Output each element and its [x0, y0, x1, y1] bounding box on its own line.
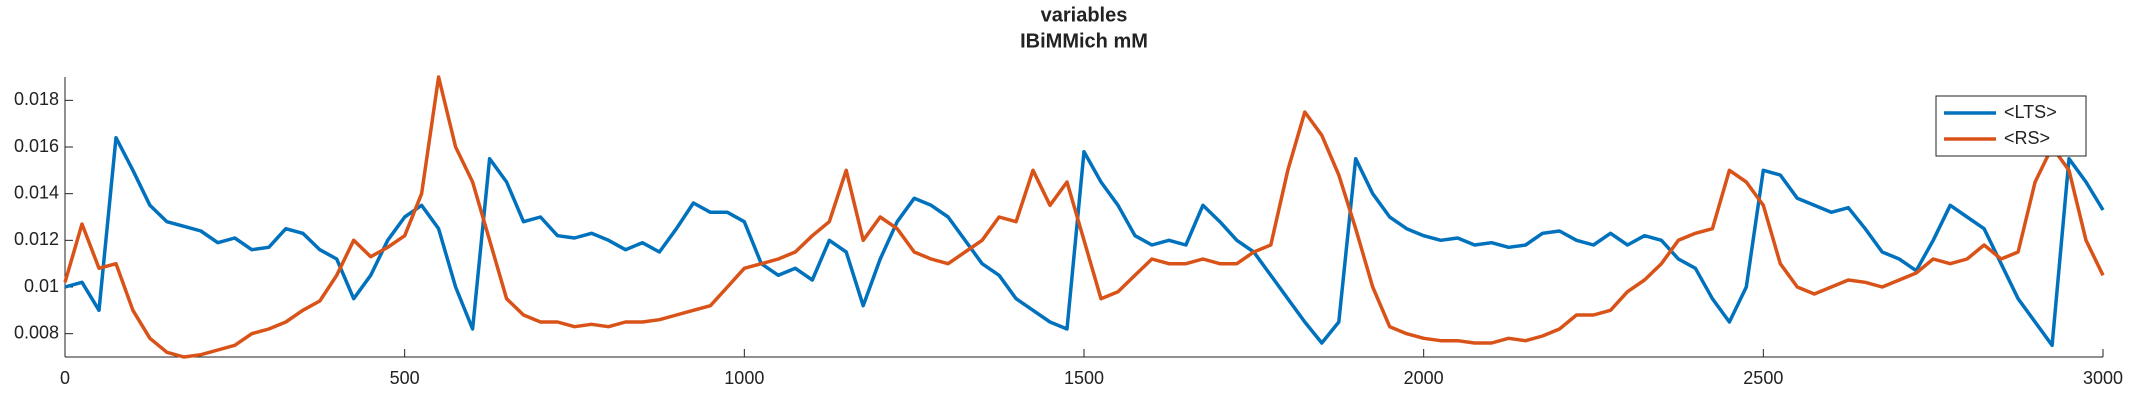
chart-subtitle: IBiMMich mM	[1020, 30, 1148, 52]
y-tick-label: 0.01	[24, 276, 59, 296]
x-tick-label: 1000	[724, 368, 764, 388]
legend-label: <RS>	[2004, 128, 2050, 148]
y-tick-label: 0.014	[14, 182, 59, 202]
x-tick-label: 500	[390, 368, 420, 388]
x-tick-label: 2500	[1743, 368, 1783, 388]
series-line	[63, 75, 2105, 359]
x-tick-label: 1500	[1064, 368, 1104, 388]
y-tick-label: 0.012	[14, 229, 59, 249]
x-tick-label: 2000	[1404, 368, 1444, 388]
chart-title: variables	[1041, 4, 1128, 26]
y-tick-label: 0.018	[14, 89, 59, 109]
series-line	[64, 135, 2105, 348]
x-tick-label: 3000	[2083, 368, 2123, 388]
x-tick-label: 0	[60, 368, 70, 388]
y-tick-label: 0.008	[14, 322, 59, 342]
y-tick-label: 0.016	[14, 136, 59, 156]
legend-box	[1935, 95, 2087, 157]
legend-label: <LTS>	[2004, 102, 2057, 122]
